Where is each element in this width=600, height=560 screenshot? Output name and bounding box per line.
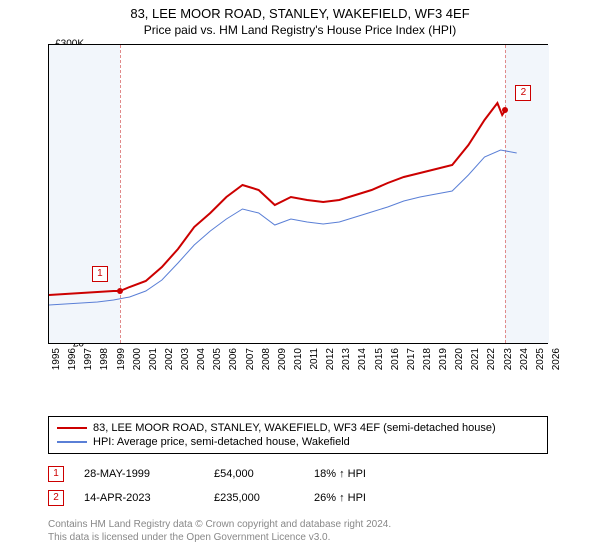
chart-subtitle: Price paid vs. HM Land Registry's House …: [0, 21, 600, 41]
footer: Contains HM Land Registry data © Crown c…: [48, 518, 391, 544]
sale-price: £54,000: [214, 468, 294, 480]
chart-lines: [49, 45, 549, 345]
sale-row: 1 28-MAY-1999 £54,000 18% ↑ HPI: [48, 462, 414, 486]
footer-line2: This data is licensed under the Open Gov…: [48, 531, 391, 544]
x-axis-label: 2020: [454, 348, 465, 370]
sale-marker-2: [502, 107, 508, 113]
x-axis-label: 2013: [341, 348, 352, 370]
x-axis-label: 2023: [503, 348, 514, 370]
x-axis-label: 2005: [212, 348, 223, 370]
footer-line1: Contains HM Land Registry data © Crown c…: [48, 518, 391, 531]
x-axis-label: 2012: [325, 348, 336, 370]
x-axis-label: 2019: [438, 348, 449, 370]
legend: 83, LEE MOOR ROAD, STANLEY, WAKEFIELD, W…: [48, 416, 548, 454]
sale-pct: 26% ↑ HPI: [314, 492, 414, 504]
legend-swatch: [57, 427, 87, 429]
sales-table: 1 28-MAY-1999 £54,000 18% ↑ HPI 2 14-APR-2023…: [48, 462, 414, 510]
x-axis-label: 2010: [293, 348, 304, 370]
series-hpi: [49, 150, 517, 305]
chart-title: 83, LEE MOOR ROAD, STANLEY, WAKEFIELD, W…: [0, 0, 600, 21]
x-axis-label: 2025: [535, 348, 546, 370]
x-axis-label: 2009: [277, 348, 288, 370]
x-axis-label: 2003: [180, 348, 191, 370]
legend-label: HPI: Average price, semi-detached house,…: [93, 436, 350, 448]
x-axis-label: 2014: [357, 348, 368, 370]
sale-id-box: 1: [48, 466, 64, 482]
x-axis-label: 1996: [67, 348, 78, 370]
x-axis-label: 1998: [99, 348, 110, 370]
x-axis-label: 1999: [116, 348, 127, 370]
sale-pct: 18% ↑ HPI: [314, 468, 414, 480]
plot-area: 12: [48, 44, 548, 344]
legend-item: 83, LEE MOOR ROAD, STANLEY, WAKEFIELD, W…: [57, 421, 539, 435]
x-axis-label: 2017: [406, 348, 417, 370]
chart-zone: £0£50K£100K£150K£200K£250K£300K 12 19951…: [48, 44, 588, 384]
series-property: [49, 103, 506, 295]
sale-marker-1: [117, 288, 123, 294]
x-axis-label: 2022: [486, 348, 497, 370]
x-axis-label: 2015: [374, 348, 385, 370]
x-axis-label: 2008: [261, 348, 272, 370]
sale-date: 28-MAY-1999: [84, 468, 194, 480]
sale-row: 2 14-APR-2023 £235,000 26% ↑ HPI: [48, 486, 414, 510]
sale-id-box: 2: [48, 490, 64, 506]
x-axis-label: 2001: [148, 348, 159, 370]
chart-container: 83, LEE MOOR ROAD, STANLEY, WAKEFIELD, W…: [0, 0, 600, 560]
x-axis-label: 2016: [390, 348, 401, 370]
sale-price: £235,000: [214, 492, 294, 504]
x-axis-label: 2000: [132, 348, 143, 370]
legend-label: 83, LEE MOOR ROAD, STANLEY, WAKEFIELD, W…: [93, 422, 496, 434]
x-axis-label: 2018: [422, 348, 433, 370]
x-axis-label: 2021: [470, 348, 481, 370]
x-axis-label: 2004: [196, 348, 207, 370]
x-axis-label: 2011: [309, 348, 320, 370]
legend-swatch: [57, 441, 87, 443]
x-axis-label: 2006: [228, 348, 239, 370]
x-axis-label: 1995: [51, 348, 62, 370]
x-axis-label: 2007: [245, 348, 256, 370]
sale-marker-box-2: 2: [515, 85, 531, 101]
legend-item: HPI: Average price, semi-detached house,…: [57, 435, 539, 449]
sale-marker-box-1: 1: [92, 266, 108, 282]
x-axis-label: 1997: [83, 348, 94, 370]
x-axis-label: 2026: [551, 348, 562, 370]
x-axis-label: 2002: [164, 348, 175, 370]
sale-date: 14-APR-2023: [84, 492, 194, 504]
x-axis-label: 2024: [519, 348, 530, 370]
